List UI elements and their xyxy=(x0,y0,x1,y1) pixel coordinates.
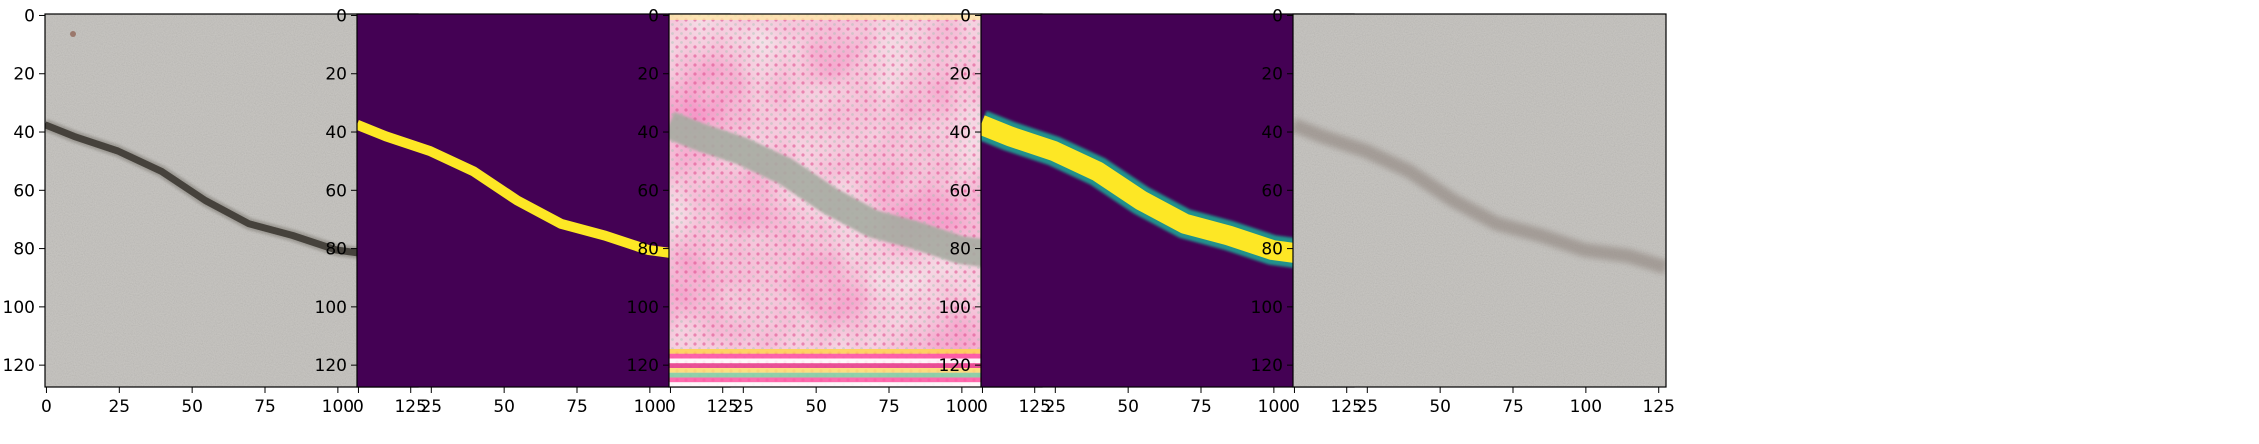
concrete-texture xyxy=(45,14,418,387)
artifact-band xyxy=(669,382,1042,387)
x-tick-label: 25 xyxy=(420,397,442,417)
y-tick-label: 40 xyxy=(949,123,971,143)
x-tick-label: 0 xyxy=(353,397,364,417)
y-tick-label: 0 xyxy=(24,6,35,26)
y-tick-label: 100 xyxy=(627,298,659,318)
x-tick-label: 100 xyxy=(946,397,978,417)
panel-3: 0 25 50 75 100 125 0 20 40 60 80 100 120 xyxy=(627,6,1051,417)
y-tick-label: 40 xyxy=(1261,123,1283,143)
y-tick-label: 60 xyxy=(637,181,659,201)
panel-image xyxy=(981,14,1354,387)
artifact-band xyxy=(669,353,1042,359)
y-tick-label: 0 xyxy=(648,6,659,26)
y-tick-label: 120 xyxy=(315,356,347,376)
y-tick-label: 120 xyxy=(3,356,35,376)
panel-image xyxy=(45,14,418,387)
x-tick-label: 75 xyxy=(1190,397,1212,417)
y-tick-label: 20 xyxy=(1261,65,1283,85)
panel-4: 0 25 50 75 100 125 0 20 40 60 80 100 120 xyxy=(939,6,1363,417)
y-tick-label: 120 xyxy=(939,356,971,376)
x-tick-label: 25 xyxy=(732,397,754,417)
x-tick-label: 125 xyxy=(1642,397,1674,417)
x-tick-label: 50 xyxy=(805,397,827,417)
y-tick-label: 100 xyxy=(1251,298,1283,318)
x-tick-label: 50 xyxy=(1429,397,1451,417)
y-tick-label: 20 xyxy=(325,65,347,85)
x-tick-label: 125 xyxy=(1330,397,1362,417)
y-tick-label: 80 xyxy=(637,240,659,260)
panel-5: 0 25 50 75 100 125 0 20 40 60 80 100 120 xyxy=(1251,6,1675,417)
x-tick-label: 25 xyxy=(1044,397,1066,417)
y-tick-label: 120 xyxy=(1251,356,1283,376)
x-tick-label: 0 xyxy=(665,397,676,417)
y-tick-label: 80 xyxy=(13,240,35,260)
x-tick-label: 75 xyxy=(1502,397,1524,417)
y-tick-label: 80 xyxy=(325,240,347,260)
x-tick-label: 75 xyxy=(878,397,900,417)
y-tick-label: 100 xyxy=(315,298,347,318)
axes-frame xyxy=(1292,13,1667,388)
x-tick-label: 100 xyxy=(1570,397,1602,417)
artifact-top-edge xyxy=(669,14,1042,20)
x-tick-label: 0 xyxy=(41,397,52,417)
artifact-band xyxy=(669,372,1042,378)
y-tick-label: 20 xyxy=(13,65,35,85)
artifact-band xyxy=(669,363,1042,368)
x-tick-label: 125 xyxy=(1018,397,1050,417)
artifact-band xyxy=(669,377,1042,383)
x-tick-label: 125 xyxy=(394,397,426,417)
y-tick-label: 40 xyxy=(325,123,347,143)
x-tick-label: 125 xyxy=(706,397,738,417)
x-tick-label: 75 xyxy=(254,397,276,417)
y-tick-label: 100 xyxy=(3,298,35,318)
x-tick-label: 100 xyxy=(1258,397,1290,417)
artifact-band xyxy=(669,368,1042,373)
y-tick-label: 60 xyxy=(325,181,347,201)
x-tick-label: 0 xyxy=(977,397,988,417)
y-tick-label: 20 xyxy=(949,65,971,85)
panel-image xyxy=(669,14,1042,387)
artifact-band xyxy=(669,349,1042,354)
y-tick-label: 40 xyxy=(13,123,35,143)
y-tick-label: 120 xyxy=(627,356,659,376)
y-tick-label: 40 xyxy=(637,123,659,143)
mask-background xyxy=(357,14,730,387)
y-tick-label: 60 xyxy=(949,181,971,201)
x-tick-label: 100 xyxy=(634,397,666,417)
y-tick-label: 80 xyxy=(1261,240,1283,260)
panel-image xyxy=(1293,14,1666,387)
y-tick-label: 20 xyxy=(637,65,659,85)
x-tick-label: 25 xyxy=(1356,397,1378,417)
artifact-band xyxy=(669,358,1042,364)
y-tick-label: 0 xyxy=(960,6,971,26)
x-tick-label: 50 xyxy=(493,397,515,417)
y-tick-label: 80 xyxy=(949,240,971,260)
y-tick-label: 0 xyxy=(1272,6,1283,26)
x-tick-label: 50 xyxy=(181,397,203,417)
concrete-texture xyxy=(1293,14,1666,387)
x-tick-label: 0 xyxy=(1289,397,1300,417)
panel-image xyxy=(357,14,730,387)
x-tick-label: 100 xyxy=(322,397,354,417)
y-tick-label: 60 xyxy=(13,181,35,201)
stain-spot xyxy=(70,31,76,37)
panel-2: 0 25 50 75 100 125 0 20 40 60 80 100 120 xyxy=(315,6,739,417)
y-tick-label: 100 xyxy=(939,298,971,318)
y-tick-label: 0 xyxy=(336,6,347,26)
x-tick-label: 50 xyxy=(1117,397,1139,417)
x-tick-label: 75 xyxy=(566,397,588,417)
panel-1: 0 25 50 75 100 125 0 20 40 60 80 100 120 xyxy=(3,6,427,417)
y-tick-label: 60 xyxy=(1261,181,1283,201)
crack-line-faint xyxy=(1293,118,1666,275)
x-tick-label: 25 xyxy=(108,397,130,417)
